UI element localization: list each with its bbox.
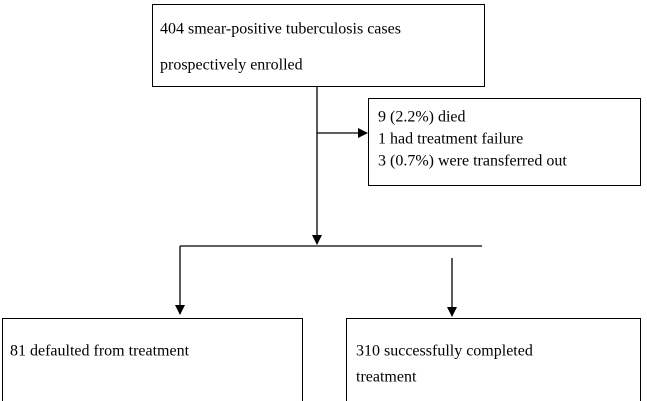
node-text: 3 (0.7%) were transferred out (378, 153, 567, 170)
node-text: 9 (2.2%) died (378, 109, 466, 126)
enrolled-box (152, 4, 485, 87)
node-text: 81 defaulted from treatment (10, 343, 190, 360)
node-text: prospectively enrolled (160, 57, 303, 74)
completed-box (346, 318, 641, 401)
node-text: 310 successfully completed (356, 343, 533, 360)
exclusion-box (368, 98, 641, 186)
defaulted-box (2, 318, 303, 401)
node-text: 1 had treatment failure (378, 131, 523, 148)
node-text: treatment (356, 369, 417, 386)
node-text: 404 smear-positive tuberculosis cases (160, 21, 401, 38)
